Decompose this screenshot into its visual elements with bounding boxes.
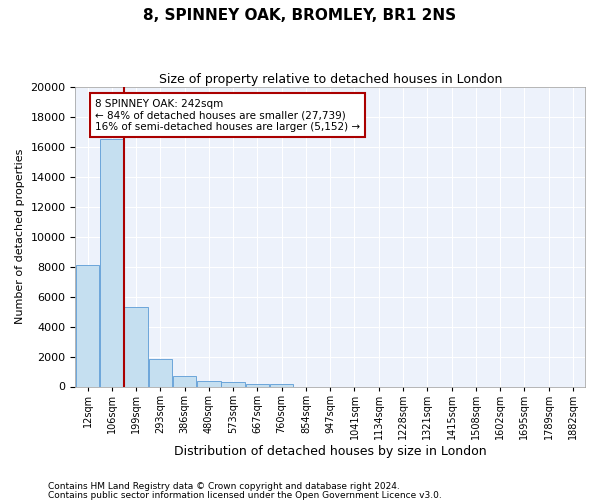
Bar bbox=[149, 359, 172, 386]
Bar bbox=[270, 384, 293, 386]
Text: 8 SPINNEY OAK: 242sqm
← 84% of detached houses are smaller (27,739)
16% of semi-: 8 SPINNEY OAK: 242sqm ← 84% of detached … bbox=[95, 98, 360, 132]
Text: 8, SPINNEY OAK, BROMLEY, BR1 2NS: 8, SPINNEY OAK, BROMLEY, BR1 2NS bbox=[143, 8, 457, 22]
Bar bbox=[173, 376, 196, 386]
Title: Size of property relative to detached houses in London: Size of property relative to detached ho… bbox=[158, 72, 502, 86]
X-axis label: Distribution of detached houses by size in London: Distribution of detached houses by size … bbox=[174, 444, 487, 458]
Text: Contains HM Land Registry data © Crown copyright and database right 2024.: Contains HM Land Registry data © Crown c… bbox=[48, 482, 400, 491]
Bar bbox=[124, 307, 148, 386]
Bar bbox=[245, 384, 269, 386]
Bar bbox=[100, 139, 124, 386]
Bar bbox=[221, 382, 245, 386]
Bar bbox=[76, 265, 100, 386]
Bar bbox=[197, 381, 221, 386]
Text: Contains public sector information licensed under the Open Government Licence v3: Contains public sector information licen… bbox=[48, 490, 442, 500]
Y-axis label: Number of detached properties: Number of detached properties bbox=[15, 149, 25, 324]
